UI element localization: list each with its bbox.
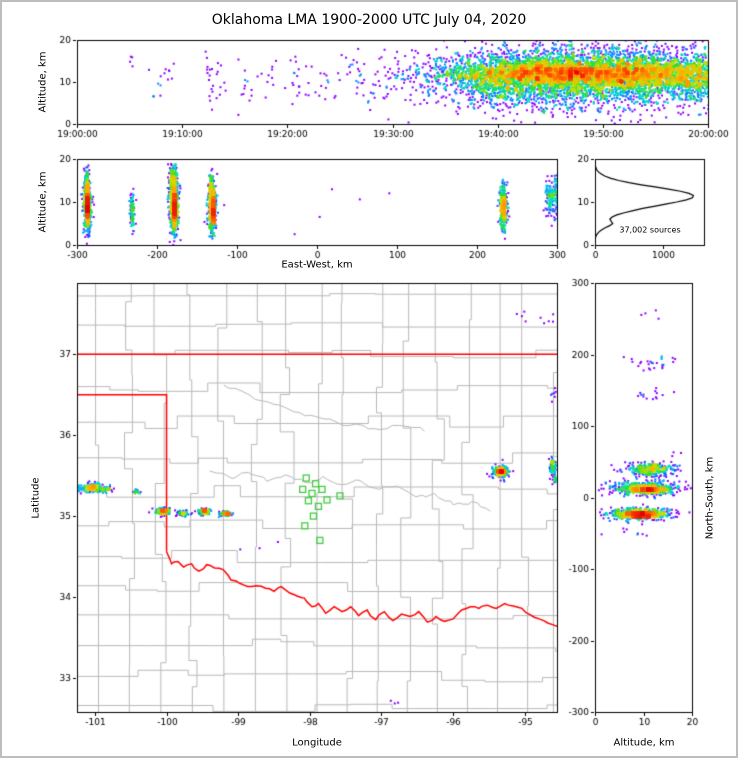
figure-title: Oklahoma LMA 1900-2000 UTC July 04, 2020 xyxy=(211,12,527,28)
time-height-ylabel: Altitude, km xyxy=(37,51,49,113)
source-count-annotation: 37,002 sources xyxy=(619,225,681,235)
map-ylabel: Latitude xyxy=(30,477,42,519)
ns-height-ylabel: North-South, km xyxy=(704,456,716,540)
map-xlabel: Longitude xyxy=(292,737,342,749)
ns-height-xlabel: Altitude, km xyxy=(613,737,675,749)
ew-height-ylabel: Altitude, km xyxy=(37,171,49,233)
ew-height-xlabel: East-West, km xyxy=(281,259,353,271)
